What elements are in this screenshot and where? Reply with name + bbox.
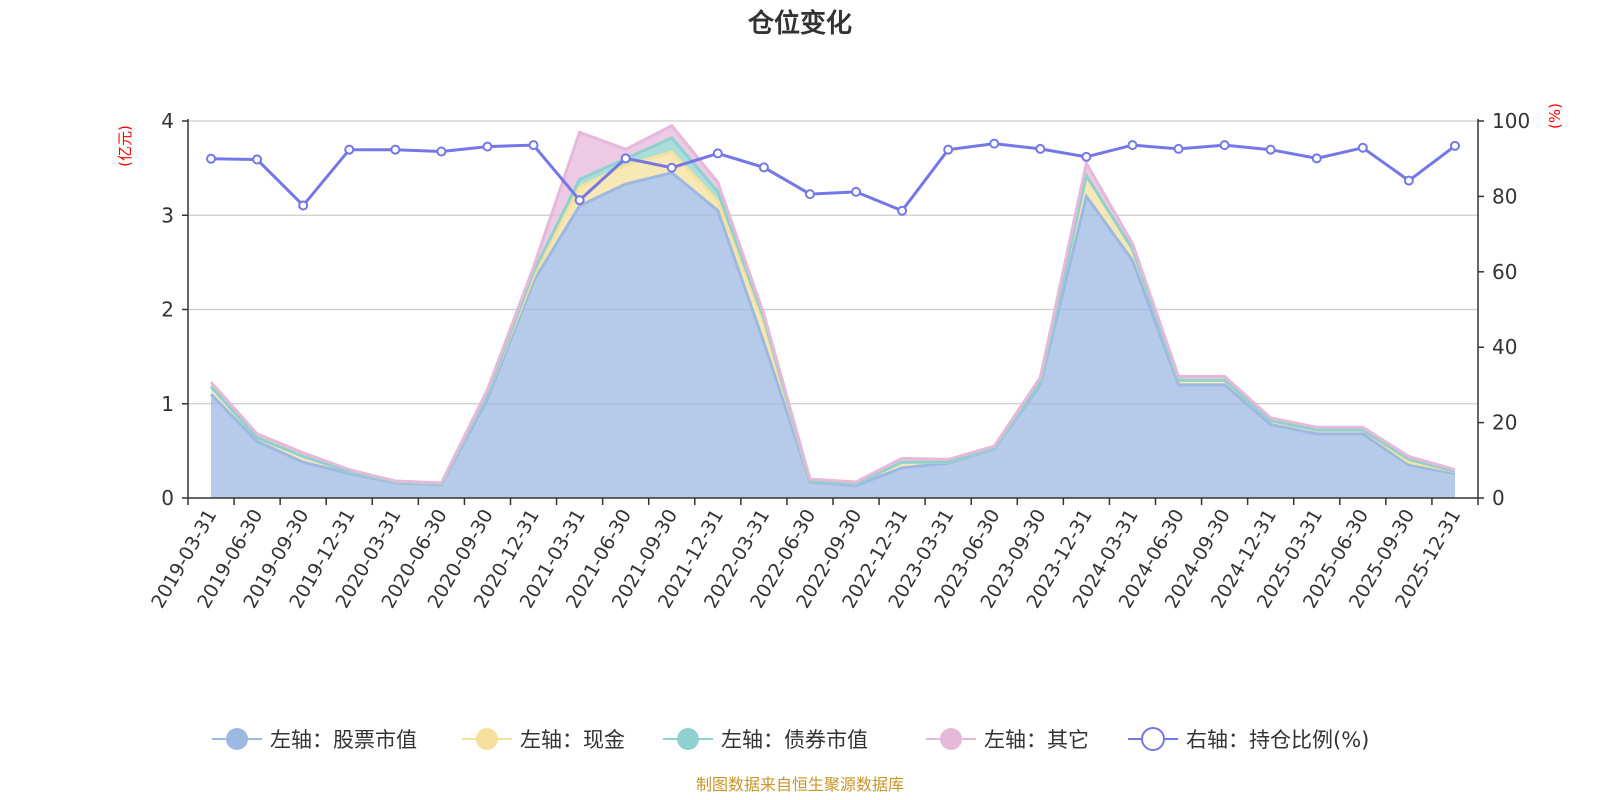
right-axis-tick-label: 60 [1492, 260, 1517, 284]
stacked-areas [209, 123, 1456, 499]
ratio-point [1081, 151, 1092, 162]
left-axis-tick-label: 0 [161, 486, 174, 510]
ratio-point [851, 186, 862, 197]
axes: 012340204060801002019-03-312019-06-30201… [147, 109, 1530, 612]
right-axis-tick-label: 100 [1492, 109, 1530, 133]
ratio-point [1265, 144, 1276, 155]
ratio-point [989, 138, 1000, 149]
legend-label: 左轴：现金 [520, 728, 625, 752]
legend-label: 右轴：持仓比例(%) [1186, 728, 1369, 752]
ratio-point [1127, 140, 1138, 151]
ratio-line [210, 142, 1456, 213]
ratio-point [1173, 143, 1184, 154]
legend-item[interactable]: 右轴：持仓比例(%) [1128, 727, 1369, 752]
ratio-point [1311, 153, 1322, 164]
ratio-point [1357, 142, 1368, 153]
area-0 [211, 172, 1455, 499]
right-axis-tick-label: 80 [1492, 184, 1517, 208]
ratio-point [390, 144, 401, 155]
left-axis-tick-label: 4 [161, 109, 174, 133]
right-axis-tick-label: 20 [1492, 411, 1517, 435]
ratio-point [1035, 143, 1046, 154]
right-axis-unit: (%) [1546, 103, 1564, 129]
legend: 左轴：股票市值 左轴：现金 左轴：债券市值 左轴：其它 右轴：持仓比例(%) [212, 727, 1369, 752]
legend-item[interactable]: 左轴：现金 [462, 728, 625, 752]
ratio-point [758, 162, 769, 173]
legend-marker [677, 728, 699, 750]
ratio-point [804, 189, 815, 200]
legend-item[interactable]: 左轴：股票市值 [212, 728, 417, 752]
left-axis-tick-label: 1 [161, 392, 174, 416]
ratio-point [436, 146, 447, 157]
ratio-point [1219, 140, 1230, 151]
ratio-point [298, 200, 309, 211]
right-axis-tick-label: 40 [1492, 335, 1517, 359]
ratio-point [252, 154, 263, 165]
position-ratio-line [206, 138, 1460, 216]
legend-item[interactable]: 左轴：其它 [926, 728, 1089, 752]
ratio-point [943, 144, 954, 155]
legend-marker [1141, 727, 1165, 751]
legend-label: 左轴：债券市值 [721, 728, 868, 752]
ratio-point [666, 162, 677, 173]
left-axis-unit: (亿元) [116, 125, 134, 167]
left-axis-tick-label: 2 [161, 298, 174, 322]
ratio-point [574, 195, 585, 206]
area-edge-3 [209, 123, 1456, 485]
chart-title: 仓位变化 [747, 8, 852, 39]
legend-marker [476, 728, 498, 750]
legend-label: 左轴：股票市值 [270, 728, 417, 752]
right-axis-tick-label: 0 [1492, 486, 1505, 510]
legend-label: 左轴：其它 [984, 728, 1089, 752]
grid-lines [188, 120, 1478, 405]
legend-marker [940, 728, 962, 750]
ratio-point [528, 140, 539, 151]
ratio-point [1449, 140, 1460, 151]
legend-marker [226, 728, 248, 750]
ratio-point [206, 153, 217, 164]
legend-item[interactable]: 左轴：债券市值 [663, 728, 868, 752]
left-axis-tick-label: 3 [161, 203, 174, 227]
ratio-point [897, 205, 908, 216]
ratio-point [482, 141, 493, 152]
ratio-point [344, 144, 355, 155]
ratio-point [620, 153, 631, 164]
ratio-point [712, 148, 723, 159]
ratio-point [1403, 175, 1414, 186]
source-note: 制图数据来自恒生聚源数据库 [696, 775, 904, 794]
